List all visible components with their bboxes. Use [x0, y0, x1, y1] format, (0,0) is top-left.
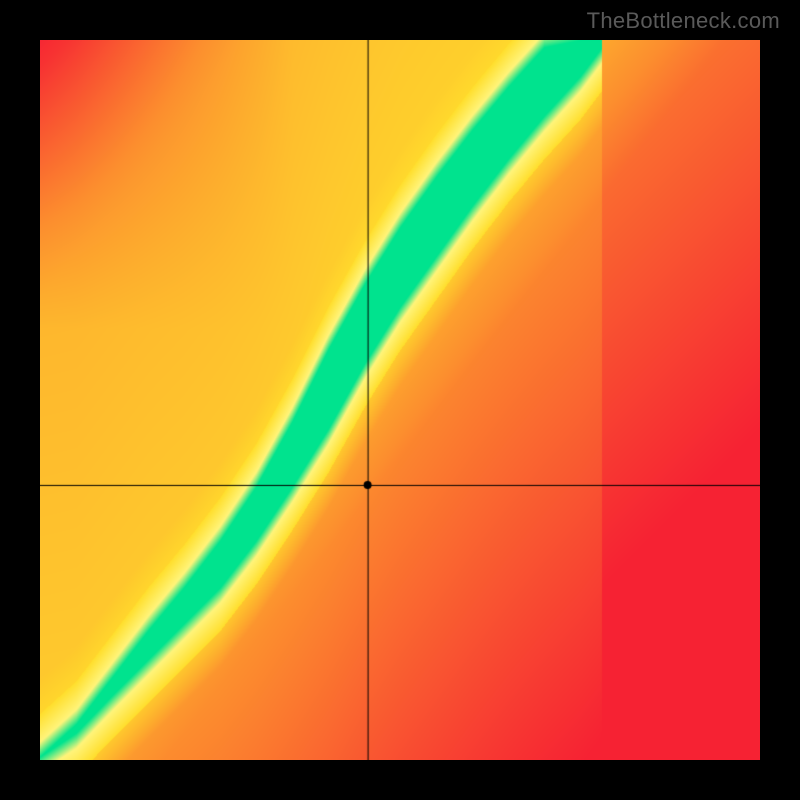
- chart-container: TheBottleneck.com: [0, 0, 800, 800]
- watermark-text: TheBottleneck.com: [587, 8, 780, 34]
- heatmap-canvas: [40, 40, 760, 760]
